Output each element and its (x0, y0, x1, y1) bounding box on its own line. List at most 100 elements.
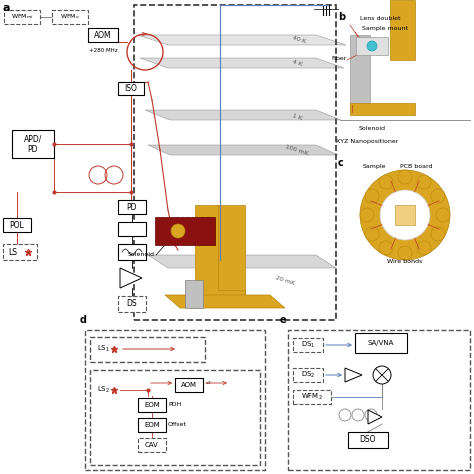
Text: b: b (338, 12, 345, 22)
Text: 20 mK: 20 mK (275, 275, 296, 286)
Text: 4 K: 4 K (292, 59, 303, 67)
Bar (85, 330, 265, 470)
Bar (293, 368, 323, 382)
Text: Sample: Sample (363, 164, 386, 169)
Bar (350, 103, 415, 115)
Bar (118, 244, 146, 260)
Bar (390, 0, 415, 60)
Bar (138, 438, 166, 452)
Circle shape (380, 190, 430, 240)
Bar (175, 378, 203, 392)
Text: APD/
PD: APD/ PD (24, 134, 42, 154)
Bar (90, 370, 260, 465)
Polygon shape (165, 295, 285, 308)
Polygon shape (148, 255, 336, 268)
Circle shape (417, 241, 431, 255)
Bar (348, 432, 388, 448)
Text: e: e (280, 315, 287, 325)
Text: SA/VNA: SA/VNA (368, 340, 394, 346)
Circle shape (365, 189, 379, 203)
Text: Offset: Offset (168, 422, 187, 428)
Polygon shape (215, 205, 245, 300)
Bar (138, 398, 166, 412)
Bar (52, 10, 88, 24)
Circle shape (436, 208, 450, 222)
Circle shape (431, 227, 445, 241)
Text: WFM$_2$: WFM$_2$ (301, 392, 323, 402)
Bar (293, 390, 331, 404)
Circle shape (367, 41, 377, 51)
Text: +280 MHz: +280 MHz (89, 48, 117, 53)
Bar (3, 244, 37, 260)
Text: 1 K: 1 K (292, 113, 303, 121)
Text: PDH: PDH (168, 402, 181, 408)
Bar (118, 296, 146, 312)
Circle shape (379, 175, 393, 189)
Circle shape (360, 170, 450, 260)
Text: a: a (3, 3, 10, 13)
Polygon shape (138, 35, 346, 45)
Text: WFM$_{mi}$: WFM$_{mi}$ (11, 12, 33, 21)
Polygon shape (195, 205, 245, 305)
Bar (90, 337, 205, 362)
Text: DSO: DSO (360, 436, 376, 445)
Bar (395, 205, 415, 225)
Text: Solenoid: Solenoid (358, 126, 385, 131)
Bar (134, 5, 336, 320)
Text: 40 K: 40 K (292, 35, 307, 44)
Polygon shape (140, 58, 344, 68)
Bar (118, 222, 146, 236)
Text: XYZ Nanopositioner: XYZ Nanopositioner (336, 139, 398, 144)
Bar (155, 217, 215, 245)
Bar (293, 338, 323, 352)
Bar (350, 35, 370, 110)
Text: PD: PD (127, 202, 137, 211)
Text: ISO: ISO (125, 84, 137, 93)
Text: Solenoid: Solenoid (128, 253, 155, 257)
Text: AOM: AOM (181, 382, 197, 388)
Bar (88, 28, 118, 42)
Text: Fiber: Fiber (332, 56, 347, 61)
Circle shape (398, 170, 412, 184)
Text: POL: POL (9, 220, 24, 229)
Text: c: c (338, 158, 344, 168)
Text: LS$_1$: LS$_1$ (97, 344, 110, 354)
Text: WFM$_o$: WFM$_o$ (60, 12, 80, 21)
Text: 100 mK: 100 mK (285, 144, 309, 156)
Text: LS$_2$: LS$_2$ (97, 385, 110, 395)
Polygon shape (345, 368, 362, 382)
Text: Sample mount: Sample mount (362, 26, 408, 31)
Bar (4, 10, 40, 24)
Text: DS$_2$: DS$_2$ (301, 370, 315, 380)
Bar (185, 280, 203, 308)
Text: Wire bonds: Wire bonds (387, 259, 423, 264)
Circle shape (379, 241, 393, 255)
Circle shape (417, 175, 431, 189)
Circle shape (365, 227, 379, 241)
Text: d: d (80, 315, 87, 325)
Text: DS$_1$: DS$_1$ (301, 340, 315, 350)
Text: EOM: EOM (144, 422, 160, 428)
Text: AOM: AOM (94, 30, 112, 39)
Circle shape (360, 208, 374, 222)
Polygon shape (148, 145, 338, 155)
Bar (12, 130, 54, 158)
Bar (355, 333, 407, 353)
Bar (356, 37, 388, 55)
Text: DS: DS (127, 300, 137, 309)
Bar (138, 418, 166, 432)
Text: LS: LS (8, 247, 17, 256)
Text: CAV: CAV (145, 442, 159, 448)
Text: $_{x2}$: $_{x2}$ (205, 379, 212, 387)
Polygon shape (120, 268, 142, 288)
Text: EOM: EOM (144, 402, 160, 408)
Text: PCB board: PCB board (400, 164, 432, 169)
Bar (118, 200, 146, 214)
Circle shape (431, 189, 445, 203)
Bar (288, 330, 470, 470)
Polygon shape (145, 110, 341, 120)
Bar (3, 218, 31, 232)
Text: Lens doublet: Lens doublet (360, 16, 400, 21)
Polygon shape (368, 410, 382, 424)
Circle shape (171, 224, 185, 238)
